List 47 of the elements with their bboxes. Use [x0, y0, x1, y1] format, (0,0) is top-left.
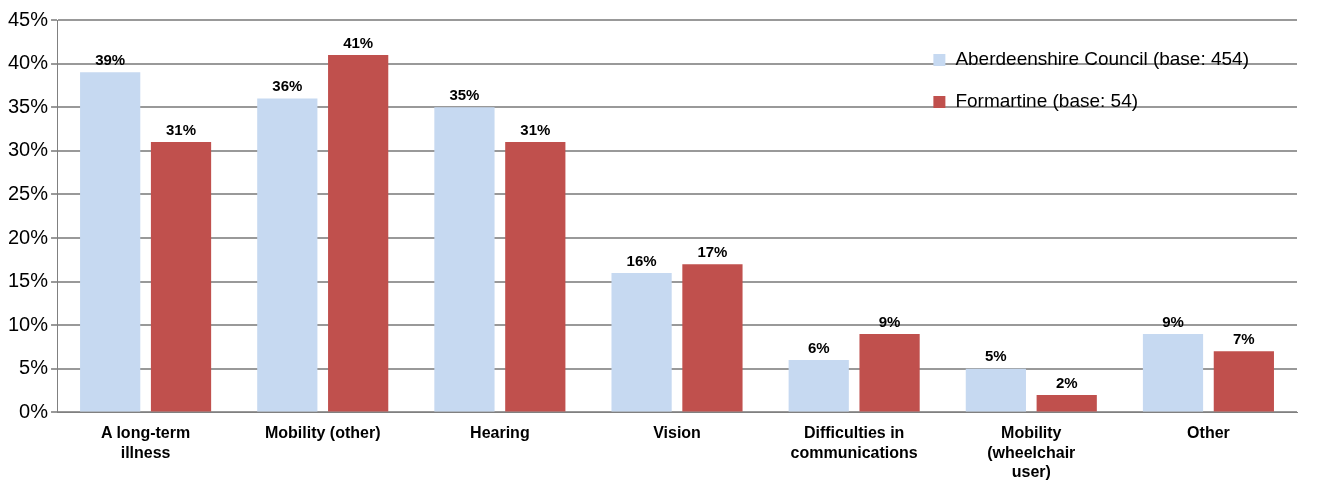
bar: [788, 360, 849, 412]
bar: [1142, 333, 1204, 412]
x-tick-label: A long-term illness: [101, 424, 191, 461]
data-label: 9%: [878, 312, 901, 330]
x-tick-label: Mobility (wheelchair user): [987, 424, 1076, 480]
y-tick-label: 40%: [8, 51, 49, 74]
y-tick-label: 30%: [8, 138, 49, 161]
y-tick-label: 45%: [8, 7, 49, 30]
data-label: 9%: [1162, 312, 1184, 330]
data-label: 41%: [343, 33, 374, 51]
y-tick-label: 25%: [8, 181, 49, 204]
x-tick-label: Difficulties in communications: [790, 424, 918, 461]
x-tick-label: Hearing: [470, 424, 530, 442]
bar: [859, 333, 920, 412]
y-tick-label: 5%: [19, 356, 49, 379]
bar: [682, 264, 743, 412]
data-label: 6%: [807, 338, 830, 356]
bar: [611, 272, 672, 412]
y-tick-label: 35%: [8, 94, 49, 117]
bar: [328, 54, 389, 412]
bar: [80, 72, 141, 412]
y-tick-label: 20%: [8, 225, 49, 248]
data-label: 31%: [520, 120, 551, 138]
x-tick-label: Mobility (other): [264, 424, 381, 442]
bar: [965, 368, 1026, 412]
y-tick-label: 15%: [8, 269, 49, 292]
data-label: 36%: [272, 77, 303, 95]
x-tick-label: Other: [1187, 424, 1230, 442]
y-tick-label: 10%: [8, 312, 49, 335]
data-label: 35%: [449, 85, 480, 103]
y-tick-label: 0%: [19, 399, 49, 422]
bar: [505, 142, 566, 412]
bar: [150, 142, 212, 412]
data-label: 5%: [985, 347, 1007, 365]
bar: [434, 107, 495, 412]
bar: [1213, 351, 1274, 412]
bar: [257, 98, 318, 412]
legend-label: Aberdeenshire Council (base: 454): [955, 48, 1250, 70]
data-label: 7%: [1233, 330, 1255, 347]
data-label: 16%: [626, 251, 657, 269]
x-tick-label: Vision: [653, 424, 701, 442]
data-label: 2%: [1055, 373, 1078, 391]
bar: [1036, 394, 1097, 412]
legend-label: Formartine (base: 54): [955, 90, 1139, 112]
data-label: 39%: [95, 50, 126, 68]
data-label: 17%: [697, 242, 728, 260]
data-label: 31%: [166, 120, 197, 138]
